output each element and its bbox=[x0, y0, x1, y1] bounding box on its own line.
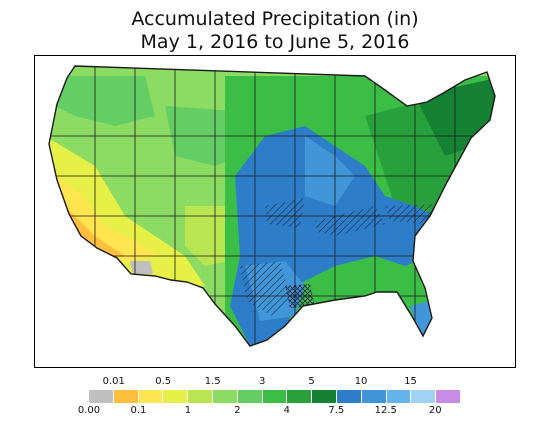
legend-label: 0.00 bbox=[77, 405, 101, 416]
legend-swatch bbox=[138, 390, 164, 403]
legend-color-bar bbox=[89, 390, 460, 403]
legend-swatch bbox=[411, 390, 437, 403]
legend-swatch bbox=[312, 390, 337, 403]
precip-legend: 0.00 0.01 0.1 0.5 1 1.5 2 3 4 5 7.5 10 12.5 15 20 bbox=[0, 372, 550, 422]
legend-swatch bbox=[113, 390, 139, 403]
legend-label: 7.5 bbox=[328, 405, 345, 416]
legend-swatch bbox=[262, 390, 288, 403]
legend-swatch bbox=[287, 390, 313, 403]
legend-label: 12.5 bbox=[374, 405, 397, 416]
legend-label: 5 bbox=[308, 376, 315, 387]
legend-label: 3 bbox=[258, 376, 266, 387]
map-canvas bbox=[48, 65, 496, 347]
map-title-line-2: May 1, 2016 to June 5, 2016 bbox=[140, 31, 410, 53]
legend-label: 0.5 bbox=[155, 376, 172, 387]
legend-swatch bbox=[336, 390, 362, 403]
legend-label: 0.01 bbox=[102, 376, 125, 387]
legend-swatch bbox=[188, 390, 213, 403]
legend-swatch bbox=[436, 390, 460, 403]
legend-label: 1 bbox=[184, 405, 192, 416]
legend-label: 4 bbox=[283, 405, 291, 416]
legend-label: 2 bbox=[234, 405, 241, 416]
legend-swatch bbox=[163, 390, 189, 403]
precipitation-map bbox=[34, 55, 516, 368]
legend-swatch bbox=[361, 390, 387, 403]
legend-label: 15 bbox=[404, 376, 417, 387]
legend-swatch bbox=[212, 390, 238, 403]
legend-label: 10 bbox=[354, 376, 368, 387]
legend-label: 20 bbox=[428, 405, 442, 416]
legend-label: 0.1 bbox=[130, 405, 147, 416]
map-title-line-1: Accumulated Precipitation (in) bbox=[131, 8, 419, 30]
legend-swatch bbox=[89, 390, 114, 403]
precip-shading bbox=[49, 66, 495, 346]
legend-label: 1.5 bbox=[204, 376, 221, 387]
legend-swatch bbox=[386, 390, 412, 403]
legend-swatch bbox=[237, 390, 263, 403]
